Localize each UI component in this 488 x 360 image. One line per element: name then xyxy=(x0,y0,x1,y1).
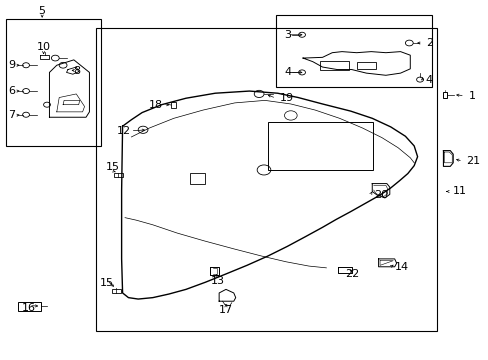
Text: 17: 17 xyxy=(219,305,233,315)
Text: 13: 13 xyxy=(210,276,224,286)
Text: 12: 12 xyxy=(117,126,131,135)
Bar xyxy=(356,62,375,69)
Text: 8: 8 xyxy=(73,66,80,76)
Text: 4: 4 xyxy=(425,75,432,85)
Text: 14: 14 xyxy=(394,262,408,272)
Text: 6: 6 xyxy=(8,86,15,96)
Text: 15: 15 xyxy=(105,162,120,172)
Bar xyxy=(189,173,205,184)
Text: 20: 20 xyxy=(373,190,387,200)
Text: 19: 19 xyxy=(279,93,293,103)
Bar xyxy=(96,28,436,330)
Text: 16: 16 xyxy=(22,303,36,314)
Text: 11: 11 xyxy=(452,186,466,197)
Bar xyxy=(276,15,431,87)
Text: 2: 2 xyxy=(425,38,432,48)
Bar xyxy=(171,102,176,108)
Bar xyxy=(112,289,121,293)
Bar xyxy=(114,173,122,177)
Text: 5: 5 xyxy=(39,6,45,16)
Text: 3: 3 xyxy=(284,30,291,40)
Text: 1: 1 xyxy=(468,91,475,101)
Bar xyxy=(320,60,348,69)
Text: 21: 21 xyxy=(466,156,480,166)
Bar xyxy=(5,19,101,146)
Text: 15: 15 xyxy=(100,278,114,288)
Text: 9: 9 xyxy=(8,60,15,70)
Text: 4: 4 xyxy=(284,67,291,77)
Text: 18: 18 xyxy=(148,100,162,110)
Bar xyxy=(18,302,41,311)
Bar xyxy=(443,92,447,98)
Text: 10: 10 xyxy=(37,42,50,52)
Text: 22: 22 xyxy=(345,269,359,279)
Bar xyxy=(267,122,372,170)
Text: 7: 7 xyxy=(8,111,15,121)
